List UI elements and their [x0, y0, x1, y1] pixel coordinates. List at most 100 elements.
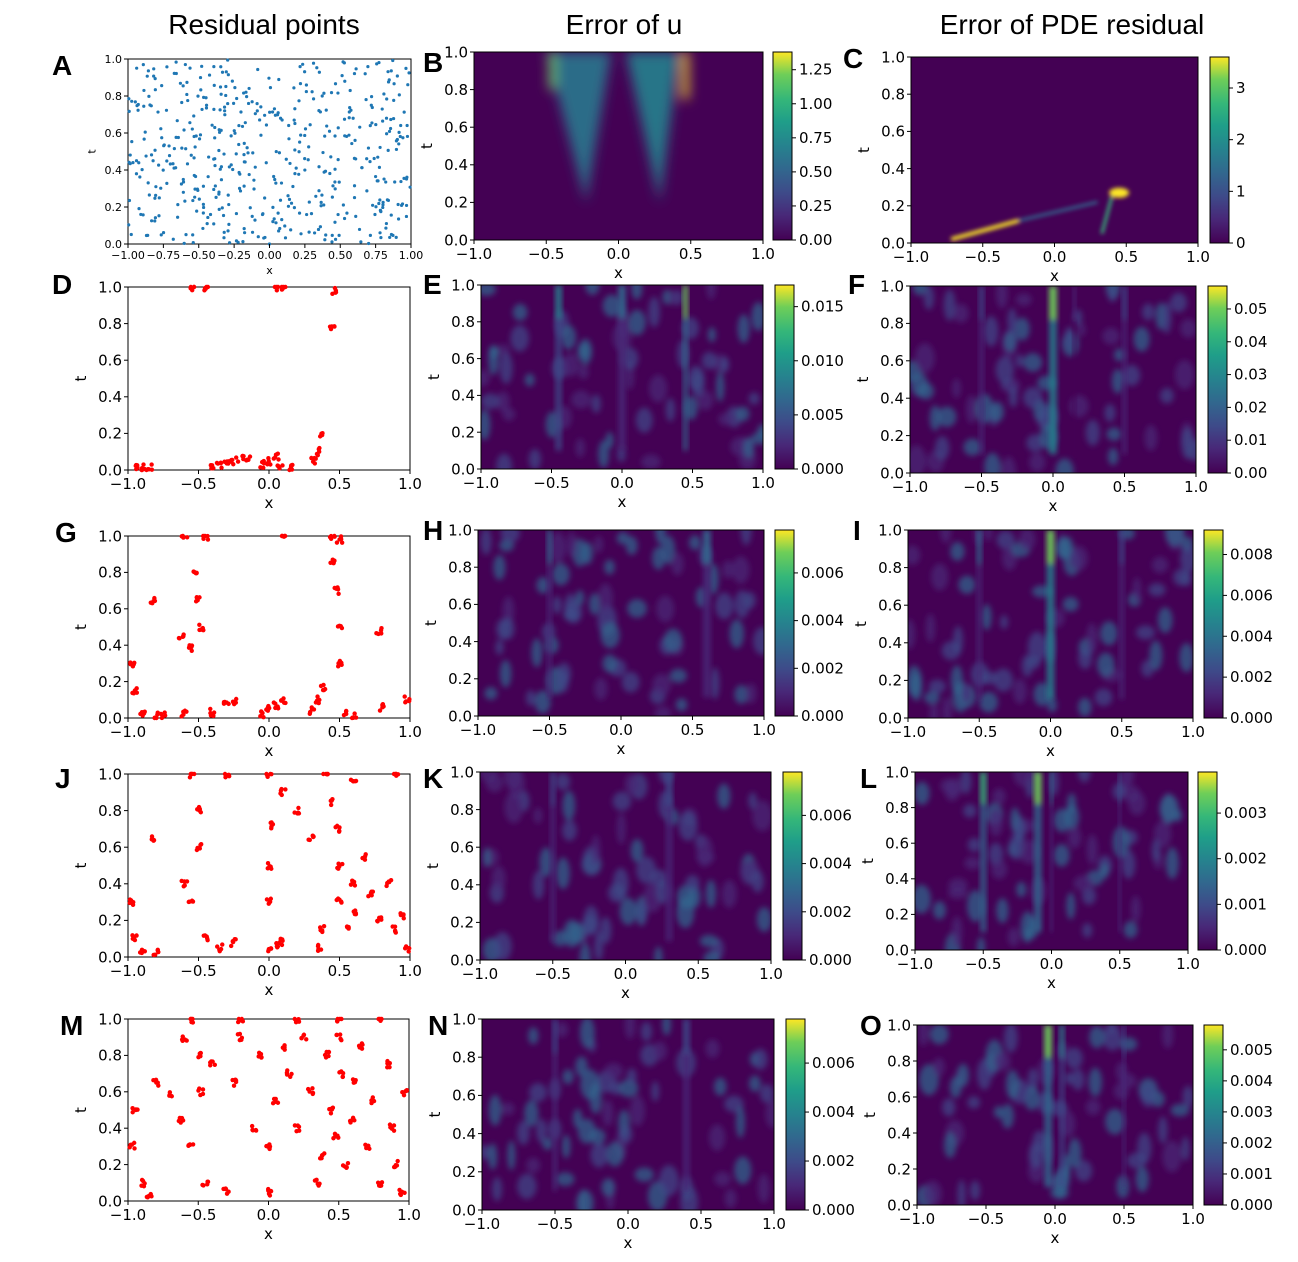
- y-tick-label: 0.6: [880, 352, 904, 370]
- residual-point: [368, 233, 372, 237]
- residual-point: [354, 157, 358, 161]
- heatmap-blob: [721, 880, 737, 908]
- error-plume: [625, 52, 680, 203]
- panel-N: N −1.0 −0.5 0.0 0.5 1.0 0.0 0.2 0.4 0.6 0.8 1.0 x t 0.…: [426, 1010, 855, 1252]
- residual-point: [219, 178, 224, 182]
- colorbar: [774, 529, 795, 717]
- residual-point: [253, 165, 257, 169]
- residual-point: [201, 226, 205, 231]
- residual-point: [265, 705, 271, 710]
- y-tick-label: 0.8: [451, 313, 475, 331]
- heatmap-blob: [710, 667, 720, 700]
- heatmap-streak: [977, 530, 982, 700]
- heatmap-plumes: [546, 52, 689, 203]
- x-tick-label: 0.0: [1040, 955, 1064, 973]
- colorbar-tick-label: 0.015: [801, 298, 844, 316]
- y-tick-label: 0.0: [448, 707, 472, 725]
- streak-peak: [1119, 530, 1124, 564]
- residual-point: [337, 864, 342, 869]
- residual-point: [133, 462, 139, 468]
- residual-point: [197, 197, 201, 201]
- heatmap-blob: [932, 901, 947, 920]
- heatmap-blob: [743, 591, 756, 609]
- residual-point: [332, 285, 338, 291]
- residual-point: [299, 232, 303, 236]
- y-tick-label: 0.6: [878, 596, 902, 614]
- heatmap-blob: [488, 1094, 502, 1126]
- residual-point: [312, 231, 317, 235]
- residual-point: [338, 624, 343, 629]
- heatmap-blob: [757, 424, 763, 438]
- heatmap-blob: [630, 838, 644, 863]
- residual-point: [219, 465, 224, 470]
- x-tick-label: −1.0: [897, 955, 933, 973]
- heatmap-blob: [504, 791, 524, 824]
- residual-point: [161, 231, 166, 235]
- heatmap-blob: [484, 686, 498, 700]
- residual-point: [221, 1186, 226, 1192]
- panel-A: A −1.00 −0.75 −0.50 −0.25 0.00 0.25 0.50 0.75 1.0…: [52, 50, 423, 277]
- residual-point: [181, 84, 185, 88]
- x-axis-label: x: [266, 264, 273, 277]
- residual-point: [269, 826, 274, 831]
- heatmap-blob: [500, 530, 520, 543]
- heatmap-blob: [1069, 395, 1089, 418]
- panel-J: J −1.0 −0.5 0.0 0.5 1.0 0.0 0.2 0.4 0.6 0.8 1.0 x t: [55, 763, 422, 999]
- residual-point: [386, 70, 390, 74]
- residual-point: [189, 648, 194, 653]
- heatmap-streak: [550, 772, 555, 942]
- residual-point: [403, 1089, 408, 1094]
- residual-point: [328, 326, 334, 332]
- colorbar: [1197, 771, 1218, 951]
- heatmap-blob: [737, 314, 750, 344]
- residual-point: [406, 698, 412, 704]
- residual-point: [397, 93, 401, 97]
- heatmap-blob: [947, 886, 968, 900]
- heatmap-blob: [612, 791, 632, 811]
- residual-point: [233, 131, 237, 135]
- heatmap-streak: [552, 1019, 558, 1191]
- x-tick-label: 1.0: [398, 962, 422, 980]
- y-tick-label: 0.2: [98, 673, 122, 691]
- residual-point: [130, 933, 135, 938]
- heatmap-blob: [481, 409, 491, 441]
- residual-point: [375, 1180, 381, 1185]
- heatmap-blob: [604, 1063, 623, 1080]
- residual-point: [253, 112, 257, 116]
- residual-point: [274, 284, 279, 290]
- heatmap-blob: [636, 856, 657, 884]
- residual-point: [195, 845, 200, 851]
- residual-point: [265, 861, 271, 866]
- y-tick-label: 0.6: [887, 1088, 911, 1106]
- heatmap-blob: [1173, 568, 1189, 586]
- residual-point: [200, 1087, 206, 1092]
- heatmap-blob: [1123, 921, 1138, 939]
- residual-point: [149, 462, 154, 467]
- heatmap-blob: [918, 1025, 929, 1047]
- residual-point: [182, 241, 186, 245]
- heatmap-blob: [1066, 892, 1076, 920]
- residual-point: [365, 157, 369, 161]
- panel-G: G −1.0 −0.5 0.0 0.5 1.0 0.0 0.2 0.4 0.6 0.8 1.0 x t: [55, 517, 422, 760]
- heatmap-blob: [1181, 1136, 1190, 1161]
- colorbar-tick-label: 0.01: [1234, 431, 1267, 449]
- heatmap-blob: [1135, 625, 1155, 640]
- residual-point: [221, 213, 226, 218]
- heatmap-blob: [634, 1167, 654, 1182]
- heatmap-blob: [1179, 643, 1193, 673]
- heatmap-blob: [1158, 1116, 1168, 1144]
- residual-point: [337, 1032, 343, 1037]
- residual-point: [157, 196, 161, 200]
- residual-point: [234, 239, 239, 243]
- heatmap-blob: [499, 659, 512, 688]
- streak-peak: [1122, 286, 1127, 320]
- residual-point: [385, 97, 389, 101]
- streak-body: [980, 772, 986, 933]
- heatmap-blob: [934, 436, 950, 461]
- residual-point: [154, 193, 158, 197]
- residual-point: [190, 288, 195, 293]
- heatmap-blob: [1111, 368, 1124, 394]
- heatmap-blob: [1047, 697, 1057, 713]
- heatmap-blob: [1132, 577, 1141, 604]
- heatmap-blob: [1015, 293, 1032, 306]
